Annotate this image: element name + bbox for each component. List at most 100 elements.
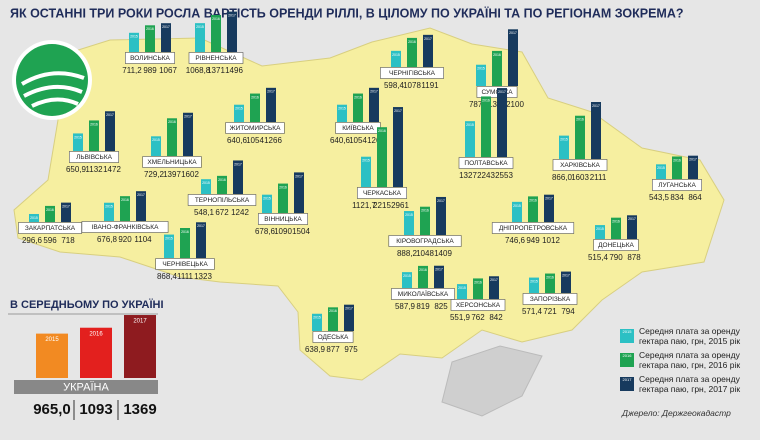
bar-year: 2015: [362, 159, 370, 163]
value-label: 989: [143, 66, 157, 75]
value-label: 1090: [274, 227, 292, 236]
national-bar: [124, 315, 156, 378]
legend-label: Середня плата за оренду гектара паю, грн…: [639, 326, 741, 346]
bar: [129, 32, 139, 52]
region-label-box: [651, 179, 702, 191]
bar-year: 2015: [477, 67, 485, 71]
value-label: 296,6: [22, 236, 43, 245]
region-label: ДОНЕЦЬКА: [598, 242, 634, 249]
bar: [201, 179, 211, 194]
bar-year: 2015: [130, 35, 138, 39]
bar-year: 2017: [295, 174, 303, 178]
bar: [211, 14, 221, 52]
region-label-box: [388, 235, 462, 247]
bar-year: 2015: [596, 227, 604, 231]
value-label: 729,2: [144, 170, 165, 179]
bar: [559, 135, 569, 159]
value-label: 598,4: [384, 81, 405, 90]
bar-year: 2017: [106, 113, 114, 117]
region-label-box: [225, 122, 285, 134]
value-label: 834: [670, 193, 684, 202]
bar: [61, 202, 71, 222]
bar-year: 2017: [545, 197, 553, 201]
value-label: 819: [416, 302, 430, 311]
bar: [481, 96, 491, 157]
value-label: 711,2: [122, 66, 142, 75]
region-label: ЖИТОМИРСЬКА: [230, 125, 282, 132]
value-label: 877: [326, 345, 340, 354]
bar: [151, 136, 161, 156]
bar: [136, 191, 146, 221]
bar-year: 2016: [612, 220, 620, 224]
value-label: 650,9: [66, 165, 87, 174]
bar: [105, 111, 115, 151]
map-crimea: [441, 345, 543, 417]
bar-year: 2015: [560, 138, 568, 142]
legend-item: 2016 Середня плата за оренду гектара паю,…: [620, 350, 756, 370]
bar: [361, 156, 371, 187]
region-label: МИКОЛАЇВСЬКА: [398, 290, 449, 298]
legend: 2015 Середня плата за оренду гектара паю,…: [620, 326, 756, 398]
bar-year: 2016: [218, 178, 226, 182]
region-label: ПОЛТАВСЬКА: [464, 160, 508, 167]
bar: [278, 183, 288, 213]
bar: [492, 50, 502, 86]
region-label: ХМЕЛЬНИЦЬКА: [147, 159, 197, 166]
value-label: 640,6: [227, 136, 248, 145]
value-label: 762: [471, 313, 485, 322]
region-label-box: [491, 222, 575, 234]
region-label: ІВАНО-ФРАНКІВСЬКА: [92, 224, 160, 231]
bar: [627, 215, 637, 239]
bar: [457, 284, 467, 299]
value-label: 1048: [416, 249, 434, 258]
value-label: 975: [344, 345, 358, 354]
region-label-box: [450, 299, 506, 311]
value-label: 1054: [349, 136, 367, 145]
bar-year: 2015: [105, 205, 113, 209]
value-label: 1266: [367, 136, 385, 145]
region-label: ХЕРСОНСЬКА: [456, 302, 501, 309]
national-value: 1093: [79, 401, 112, 418]
bar-year: 2015: [196, 25, 204, 29]
bar: [328, 307, 338, 331]
bar-year: 2016: [421, 209, 429, 213]
bar: [262, 194, 272, 213]
region-label-box: [187, 194, 257, 206]
bar-year: 2017: [498, 90, 506, 94]
national-bar-year: 2015: [45, 337, 59, 343]
bar: [529, 277, 539, 293]
bar: [545, 273, 555, 293]
national-bar-year: 2017: [133, 319, 147, 325]
bar-year: 2016: [546, 275, 554, 279]
bar: [404, 211, 414, 235]
value-label: 1323: [194, 272, 212, 281]
region-label: КІРОВОГРАДСЬКА: [396, 238, 454, 245]
bar: [512, 201, 522, 222]
bar: [227, 11, 237, 52]
bar-year: 2017: [228, 14, 236, 18]
bar-year: 2016: [46, 208, 54, 212]
region-label: ЧЕРНІВЕЦЬКА: [162, 261, 208, 268]
value-label: 1078: [403, 81, 421, 90]
value-label: 676,8: [97, 235, 118, 244]
bar: [369, 87, 379, 122]
bar-year: 2017: [234, 162, 242, 166]
bar-year: 2015: [403, 274, 411, 278]
value-label: 920: [118, 235, 132, 244]
bar: [436, 196, 446, 235]
value-label: 1104: [134, 235, 152, 244]
bar-year: 2017: [424, 37, 432, 41]
value-label: 864: [688, 193, 702, 202]
bar-year: 2016: [474, 280, 482, 284]
value-label: 1496: [225, 66, 243, 75]
legend-swatch: 2017: [620, 377, 634, 391]
legend-swatch: 2016: [620, 353, 634, 367]
bar-year: 2015: [263, 197, 271, 201]
bar: [183, 112, 193, 156]
logo-lines: [20, 71, 85, 108]
bar-year: 2016: [482, 98, 490, 102]
bar: [377, 127, 387, 187]
bar-year: 2017: [197, 224, 205, 228]
bar: [528, 196, 538, 222]
